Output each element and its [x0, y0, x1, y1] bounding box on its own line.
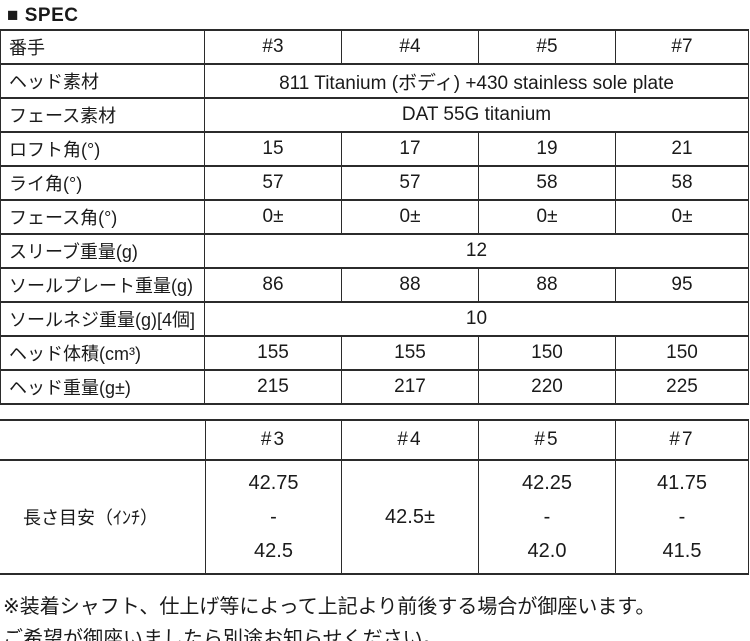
spec-value-cell: 150 — [478, 335, 616, 371]
spec-row-label: ソールネジ重量(g)[4個] — [0, 301, 205, 337]
spec-value-cell: #3 — [204, 29, 342, 65]
spec-row-label: ヘッド素材 — [0, 63, 205, 99]
spec-span-value-cell: 10 — [204, 301, 749, 337]
section-title-text: ■ SPEC — [7, 5, 79, 26]
spec-value-cell: 57 — [204, 165, 342, 201]
spec-value-cell: 0± — [478, 199, 616, 235]
footnote-line-1: ※装着シャフト、仕上げ等によって上記より前後する場合が御座います。 — [3, 596, 656, 618]
spec-value-cell: 0± — [204, 199, 342, 235]
length-value-line: 42.0 — [527, 540, 567, 562]
length-value-line: - — [543, 506, 551, 528]
spec-value-cell: 88 — [478, 267, 616, 303]
spec-row-face-material: フェース素材 DAT 55G titanium — [0, 97, 749, 133]
spec-span-value-cell: 811 Titanium (ボディ) +430 stainless sole p… — [204, 63, 749, 99]
section-title: ■ SPEC — [0, 0, 750, 29]
spec-value-cell: 220 — [478, 369, 616, 405]
length-table-data-row: 長さ目安（ｲﾝﾁ） 42.75 - 42.5 42.5± 42.25 - 42.… — [0, 459, 749, 575]
length-value-line: - — [270, 506, 277, 528]
length-value-line: 41.75 — [656, 472, 708, 494]
spec-row-label: スリーブ重量(g) — [0, 233, 205, 269]
spec-row-label: ロフト角(°) — [0, 131, 205, 167]
length-value-line: 41.5 — [662, 540, 702, 562]
spec-row-label: フェース素材 — [0, 97, 205, 133]
spec-value-cell: 217 — [341, 369, 479, 405]
spec-value-cell: 88 — [341, 267, 479, 303]
spec-row-label: ヘッド体積(cm³) — [0, 335, 205, 371]
spec-row-label: 番手 — [0, 29, 205, 65]
length-value-cell: 42.75 - 42.5 — [205, 459, 342, 575]
length-table: #3 #4 #5 #7 長さ目安（ｲﾝﾁ） 42.75 - 42.5 42.5±… — [0, 419, 749, 575]
spec-value-cell: 15 — [204, 131, 342, 167]
spec-row-head-weight: ヘッド重量(g±) 215 217 220 225 — [0, 369, 749, 405]
length-table-header-row: #3 #4 #5 #7 — [0, 419, 749, 461]
spec-value-cell: 58 — [615, 165, 749, 201]
spec-row-club-number: 番手 #3 #4 #5 #7 — [0, 29, 749, 65]
length-value-cell: 41.75 - 41.5 — [615, 459, 749, 575]
spec-value-cell: 225 — [615, 369, 749, 405]
length-header-cell: #4 — [341, 419, 479, 461]
length-value-line: - — [678, 506, 686, 528]
footnote: ※装着シャフト、仕上げ等によって上記より前後する場合が御座います。 ご希望が御座… — [3, 591, 750, 641]
spec-row-label: フェース角(°) — [0, 199, 205, 235]
spec-value-cell: #5 — [478, 29, 616, 65]
spec-value-cell: 155 — [204, 335, 342, 371]
spec-value-cell: 0± — [341, 199, 479, 235]
length-header-cell: #3 — [205, 419, 342, 461]
spec-row-label: ソールプレート重量(g) — [0, 267, 205, 303]
spec-table: 番手 #3 #4 #5 #7 ヘッド素材 811 Titanium (ボディ) … — [0, 29, 749, 405]
footnote-line-2: ご希望が御座いましたら別途お知らせください。 — [3, 628, 443, 641]
spec-span-value-cell: DAT 55G titanium — [204, 97, 749, 133]
spec-row-head-volume: ヘッド体積(cm³) 155 155 150 150 — [0, 335, 749, 371]
spec-row-lie-angle: ライ角(°) 57 57 58 58 — [0, 165, 749, 201]
spec-value-cell: 150 — [615, 335, 749, 371]
spec-value-cell: 19 — [478, 131, 616, 167]
length-value-cell: 42.25 - 42.0 — [478, 459, 616, 575]
spec-value-cell: 21 — [615, 131, 749, 167]
length-row-label: 長さ目安（ｲﾝﾁ） — [0, 459, 206, 575]
length-value-line: 42.75 — [248, 472, 299, 494]
spec-row-sleeve-weight: スリーブ重量(g) 12 — [0, 233, 749, 269]
spec-row-label: ヘッド重量(g±) — [0, 369, 205, 405]
spec-value-cell: 86 — [204, 267, 342, 303]
spec-value-cell: 58 — [478, 165, 616, 201]
length-value-cell: 42.5± — [341, 459, 479, 575]
spec-row-loft-angle: ロフト角(°) 15 17 19 21 — [0, 131, 749, 167]
spec-value-cell: 17 — [341, 131, 479, 167]
spec-span-value-cell: 12 — [204, 233, 749, 269]
spec-value-cell: #7 — [615, 29, 749, 65]
spec-value-cell: 57 — [341, 165, 479, 201]
spec-value-cell: 215 — [204, 369, 342, 405]
spec-row-sole-screw-weight: ソールネジ重量(g)[4個] 10 — [0, 301, 749, 337]
length-header-empty-cell — [0, 419, 206, 461]
spec-row-head-material: ヘッド素材 811 Titanium (ボディ) +430 stainless … — [0, 63, 749, 99]
length-value-line: 42.5 — [254, 540, 293, 562]
spec-value-cell: 95 — [615, 267, 749, 303]
length-header-cell: #7 — [615, 419, 749, 461]
spec-row-label: ライ角(°) — [0, 165, 205, 201]
length-value-line: 42.25 — [521, 472, 573, 494]
spec-row-face-angle: フェース角(°) 0± 0± 0± 0± — [0, 199, 749, 235]
length-value-line: 42.5± — [385, 506, 435, 528]
spec-row-sole-plate-weight: ソールプレート重量(g) 86 88 88 95 — [0, 267, 749, 303]
length-header-cell: #5 — [478, 419, 616, 461]
spec-value-cell: #4 — [341, 29, 479, 65]
spec-value-cell: 0± — [615, 199, 749, 235]
spec-value-cell: 155 — [341, 335, 479, 371]
